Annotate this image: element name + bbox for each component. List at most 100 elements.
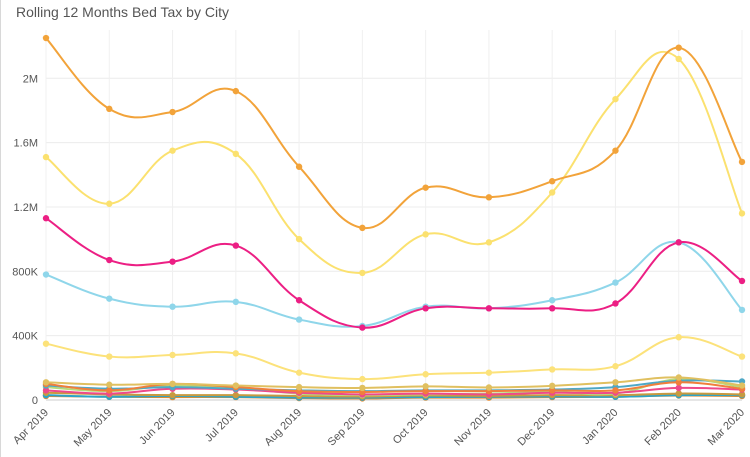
data-point	[738, 353, 746, 360]
chart-title: Rolling 12 Months Bed Tax by City	[16, 4, 229, 20]
data-point	[612, 279, 619, 286]
series-line	[45, 376, 743, 389]
series-group	[42, 34, 746, 402]
data-point	[548, 178, 556, 185]
left-border	[0, 0, 1, 457]
data-point	[359, 269, 366, 277]
x-tick-label: Jun 2019	[137, 407, 177, 447]
x-tick-label: Dec 2019	[516, 407, 558, 449]
y-tick-label: 0	[32, 395, 38, 407]
y-tick-label: 1.2M	[14, 202, 38, 214]
data-point	[422, 184, 429, 191]
data-point	[675, 384, 682, 392]
data-point	[675, 334, 682, 341]
series-3	[42, 215, 746, 331]
data-point	[106, 105, 113, 113]
data-point	[169, 351, 176, 359]
data-point	[612, 363, 619, 370]
data-point	[485, 369, 493, 376]
data-point	[548, 305, 556, 312]
data-point	[738, 391, 746, 398]
data-point	[232, 382, 240, 389]
data-point	[548, 382, 556, 390]
x-tick-label: Mar 2020	[706, 407, 747, 448]
data-point	[738, 277, 746, 285]
data-point	[422, 383, 429, 390]
data-point	[295, 369, 303, 376]
series-1	[42, 34, 746, 232]
data-point	[232, 350, 240, 357]
data-point	[232, 298, 240, 306]
data-point	[612, 95, 619, 103]
data-point	[422, 387, 429, 395]
series-line	[45, 50, 743, 274]
data-point	[548, 189, 556, 196]
x-tick-label: Jan 2020	[580, 407, 620, 447]
data-point	[675, 44, 682, 51]
data-point	[738, 158, 746, 166]
data-point	[106, 353, 113, 360]
data-point	[42, 34, 50, 42]
y-tick-label: 1.6M	[14, 138, 38, 150]
y-tick-label: 400K	[12, 331, 38, 343]
data-point	[295, 297, 303, 304]
data-point	[106, 295, 113, 302]
y-tick-label: 2M	[23, 73, 38, 85]
data-point	[169, 108, 176, 116]
data-point	[232, 391, 240, 399]
x-tick-label: Oct 2019	[391, 407, 431, 447]
data-point	[42, 153, 50, 161]
data-point	[422, 371, 429, 378]
data-point	[675, 239, 682, 246]
data-point	[612, 379, 619, 386]
series-line	[45, 391, 743, 398]
data-point	[295, 163, 303, 170]
data-point	[485, 305, 493, 312]
data-point	[359, 224, 366, 232]
x-axis-ticks: Apr 2019 May 2019 Jun 2019 Jul 2019 Aug 2019…	[11, 407, 747, 450]
data-point	[232, 242, 240, 249]
data-point	[675, 55, 682, 63]
x-tick-label: Feb 2020	[642, 407, 683, 448]
data-point	[675, 379, 682, 386]
data-point	[232, 150, 240, 158]
data-point	[295, 383, 303, 391]
data-point	[42, 215, 50, 222]
data-point	[485, 239, 493, 246]
y-axis-ticks: 0 400K 800K 1.2M 1.6M 2M	[12, 73, 38, 407]
data-point	[738, 382, 746, 389]
data-point	[359, 384, 366, 392]
data-point	[106, 387, 113, 394]
x-tick-label: Apr 2019	[11, 407, 51, 447]
x-tick-label: May 2019	[72, 407, 115, 450]
data-point	[612, 147, 619, 154]
series-6	[42, 374, 746, 392]
data-point	[485, 194, 493, 201]
data-point	[42, 340, 50, 347]
series-line	[45, 37, 743, 229]
data-point	[169, 380, 176, 388]
y-tick-label: 800K	[12, 266, 38, 278]
series-line	[45, 336, 743, 381]
data-point	[359, 324, 366, 331]
data-point	[738, 210, 746, 217]
series-4	[42, 239, 746, 330]
data-point	[42, 379, 50, 386]
data-point	[738, 306, 746, 314]
series-line	[45, 240, 743, 328]
data-point	[42, 387, 50, 394]
data-point	[675, 374, 682, 381]
data-point	[232, 87, 240, 95]
data-point	[612, 300, 619, 307]
series-5	[42, 334, 746, 383]
data-point	[422, 231, 429, 238]
series-line	[45, 386, 743, 396]
x-tick-label: Aug 2019	[262, 407, 304, 449]
data-point	[548, 387, 556, 394]
series-line	[45, 217, 743, 329]
data-point	[422, 305, 429, 312]
series-2	[42, 50, 746, 277]
data-point	[295, 316, 303, 323]
x-tick-label: Jul 2019	[203, 407, 241, 445]
